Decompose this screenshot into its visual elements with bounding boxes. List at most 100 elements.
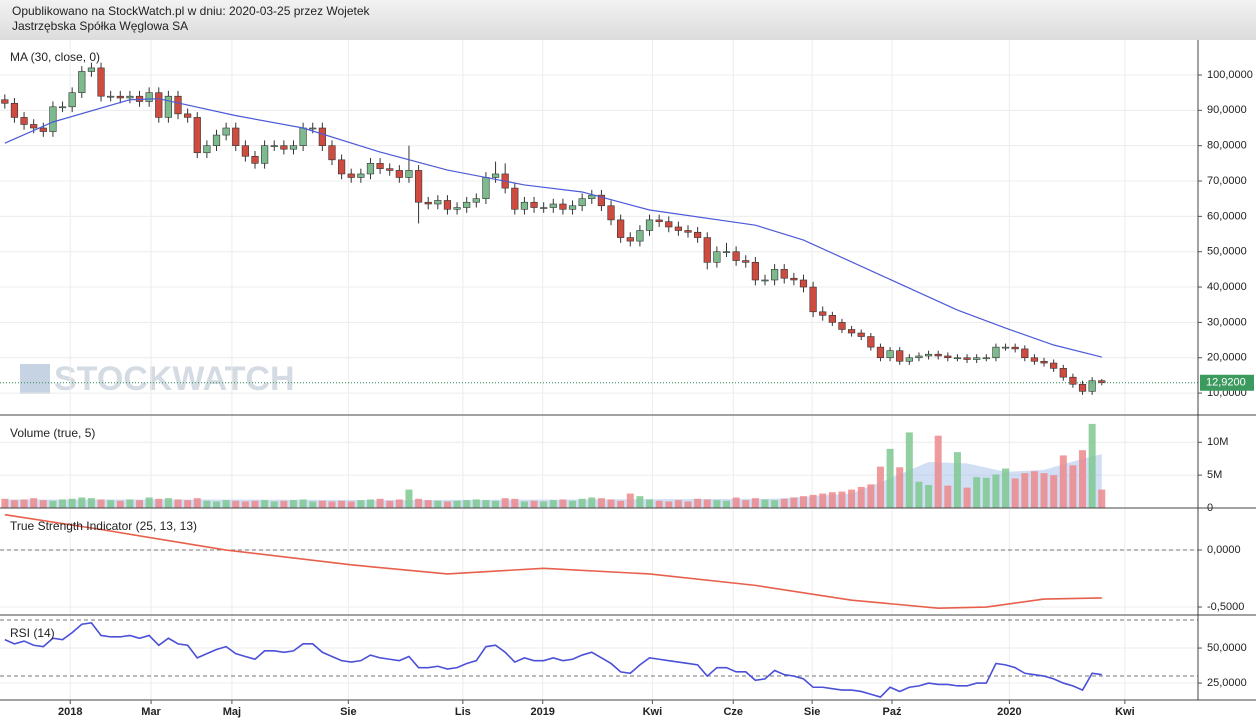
volume-bar (87, 498, 95, 508)
volume-bar (1050, 475, 1058, 508)
volume-bar (395, 499, 403, 508)
candle-body (347, 173, 355, 178)
volume-bar (415, 498, 423, 508)
candle-body (289, 145, 298, 150)
candle-body (694, 231, 702, 238)
candle-body (857, 332, 865, 337)
volume-bar (232, 500, 240, 508)
volume-bar (540, 501, 548, 508)
candle-body (703, 237, 711, 263)
pane-title: True Strength Indicator (25, 13, 13) (10, 519, 197, 533)
volume-bar (607, 499, 615, 508)
pane-title: Volume (true, 5) (10, 426, 95, 440)
candle-body (174, 95, 182, 115)
candle-body (607, 205, 615, 221)
volume-bar (184, 500, 192, 508)
candle-body (876, 346, 885, 359)
candle-body (443, 200, 452, 210)
y-tick-label: 80,0000 (1207, 140, 1247, 152)
candle-body (751, 262, 759, 281)
x-tick-label: 2018 (58, 706, 82, 718)
x-tick-label: 2019 (530, 706, 554, 718)
volume-bar (886, 448, 894, 508)
volume-bar (174, 499, 182, 508)
y-tick-label: 0,0000 (1207, 544, 1241, 556)
volume-bar (289, 500, 297, 508)
pane: 10,000020,000030,000040,000050,000060,00… (0, 40, 1256, 416)
candle-body (684, 230, 692, 233)
y-tick-label: 50,0000 (1207, 642, 1247, 654)
candle-body (241, 145, 249, 157)
volume-bar (222, 500, 230, 508)
candle-body (164, 95, 172, 118)
candle-body (126, 95, 134, 99)
x-tick-label: Mar (141, 706, 161, 718)
candle-body (799, 279, 808, 288)
volume-bar (501, 498, 509, 508)
volume-bar (405, 489, 413, 508)
volume-bar (213, 501, 221, 508)
candle-body (20, 117, 28, 125)
candle-body (78, 71, 86, 93)
candle-body (655, 219, 663, 222)
candle-body (963, 357, 971, 360)
volume-bar (1059, 455, 1067, 508)
pane: 25,0000 50,0000 RSI (14) (0, 616, 1256, 701)
candle-body (1050, 362, 1058, 369)
y-tick-label: 20,0000 (1207, 352, 1247, 364)
volume-bar (694, 498, 702, 508)
candle-body (780, 269, 788, 279)
candle-body (116, 95, 124, 99)
candle-body (934, 353, 942, 357)
volume-bar (963, 487, 971, 508)
candle-body (318, 127, 326, 146)
watermark: STOCKWATCH (54, 360, 295, 398)
volume-bar (1002, 468, 1010, 508)
volume-bar (453, 500, 461, 508)
volume-bar (915, 481, 923, 508)
candle-body (145, 92, 153, 102)
candle-body (790, 277, 798, 281)
candle-body (337, 159, 346, 175)
overlay-line (4, 98, 1102, 358)
volume-bar (713, 500, 721, 508)
volume-bar (482, 500, 490, 508)
volume-bar (386, 500, 394, 508)
candle-body (568, 205, 577, 210)
volume-bar (155, 498, 163, 508)
volume-bar (665, 501, 673, 508)
volume-bar (511, 498, 519, 508)
volume-bar (569, 500, 577, 508)
candle-body (395, 170, 403, 178)
candle-body (924, 353, 933, 357)
candle-body (212, 134, 221, 146)
volume-bar (1079, 450, 1087, 508)
candle-body (270, 145, 278, 147)
candle-body (771, 269, 779, 281)
volume-bar (973, 477, 981, 508)
volume-bar (732, 497, 740, 508)
volume-bar (578, 498, 586, 508)
volume-bar (674, 500, 682, 508)
candle-body (87, 67, 96, 72)
candle-body (540, 207, 548, 209)
volume-bar (636, 496, 644, 508)
volume-bar (828, 492, 836, 508)
volume-bar (280, 500, 288, 508)
candle-body (1011, 346, 1019, 350)
candle-body (232, 127, 240, 146)
volume-bar (318, 500, 326, 508)
volume-bar (925, 485, 933, 508)
volume-bar (424, 500, 432, 508)
candle-body (1001, 346, 1010, 349)
candle-body (732, 251, 740, 261)
candle-body (184, 113, 192, 118)
y-tick-label: 5M (1207, 469, 1222, 481)
indicator-line (4, 622, 1102, 698)
candle-body (549, 203, 557, 208)
candle-body (626, 237, 634, 242)
volume-bar (463, 500, 471, 508)
candle-body (520, 201, 529, 210)
